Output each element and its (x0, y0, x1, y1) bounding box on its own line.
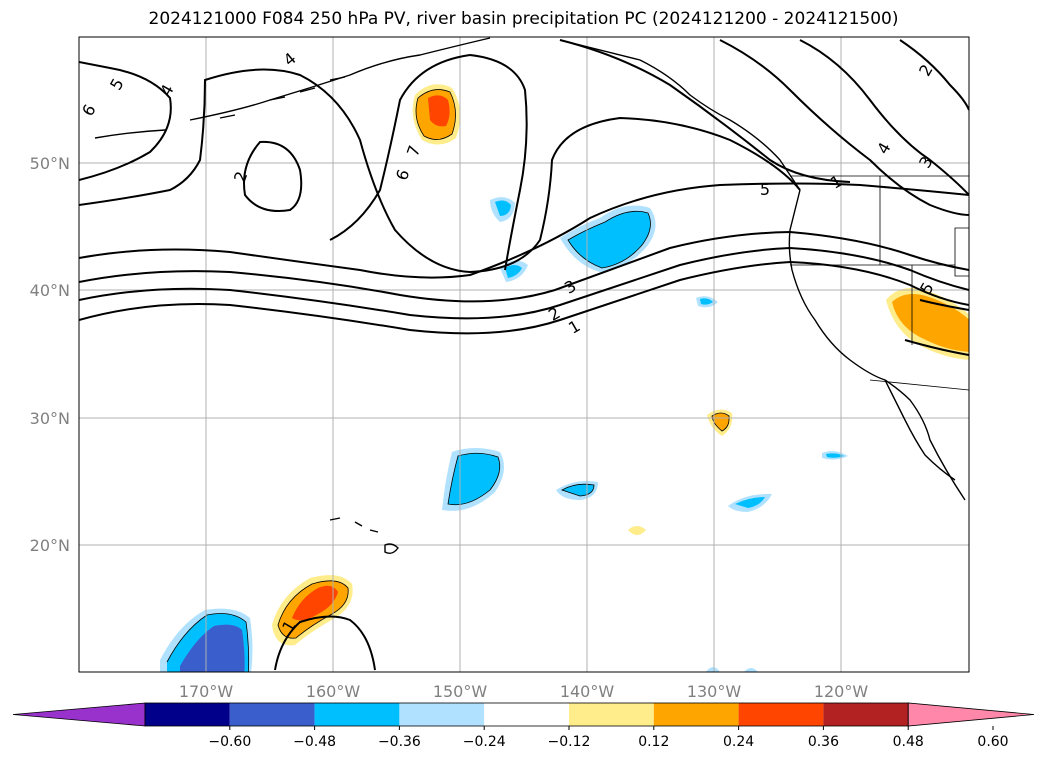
colorbar-label: −0.24 (463, 734, 506, 750)
colorbar-right-arrow (907, 702, 1035, 727)
lon-tick-170w: 170°W (179, 682, 234, 701)
lon-tick-120w: 120°W (814, 682, 869, 701)
borders (790, 175, 969, 391)
coastlines (94, 37, 966, 555)
gridlines (79, 37, 969, 672)
colorbar: −0.60 −0.48 −0.36 −0.24 −0.12 0.12 0.24 0.36 0.4… (12, 702, 1035, 750)
colorbar-label: 0.36 (808, 734, 839, 750)
colorbar-segment (399, 703, 485, 726)
colorbar-label: −0.48 (293, 734, 336, 750)
colorbar-segment (145, 703, 230, 726)
colorbar-label: 0.48 (893, 734, 924, 750)
colorbar-label: 0.60 (977, 734, 1008, 750)
lon-tick-160w: 160°W (306, 682, 361, 701)
colorbar-segment (229, 703, 315, 726)
colorbar-segment (484, 703, 569, 726)
precipitation-outlines (166, 89, 730, 672)
map-border (78, 36, 970, 673)
colorbar-label: −0.60 (208, 734, 251, 750)
map-title: 2024121000 F084 250 hPa PV, river basin … (148, 9, 899, 29)
colorbar-segment (823, 703, 909, 726)
lat-tick-30n: 30°N (30, 409, 70, 428)
colorbar-segment (314, 703, 400, 726)
lat-tick-40n: 40°N (30, 281, 70, 300)
lon-tick-130w: 130°W (687, 682, 742, 701)
colorbar-segment (653, 703, 739, 726)
lon-tick-150w: 150°W (433, 682, 488, 701)
lat-tick-50n: 50°N (30, 154, 70, 173)
pv-contours (79, 39, 969, 671)
lat-tick-20n: 20°N (30, 536, 70, 555)
colorbar-label: −0.36 (378, 734, 421, 750)
colorbar-left-arrow (12, 702, 146, 727)
lon-tick-140w: 140°W (560, 682, 615, 701)
map-area (79, 37, 969, 672)
pv-contour-label: 5 (760, 180, 770, 199)
colorbar-label: −0.12 (548, 734, 591, 750)
colorbar-label: 0.12 (638, 734, 669, 750)
colorbar-outline (144, 702, 909, 727)
precipitation-shading (160, 84, 969, 672)
colorbar-label: 0.24 (723, 734, 754, 750)
colorbar-segment (738, 703, 824, 726)
colorbar-segment (569, 703, 654, 726)
